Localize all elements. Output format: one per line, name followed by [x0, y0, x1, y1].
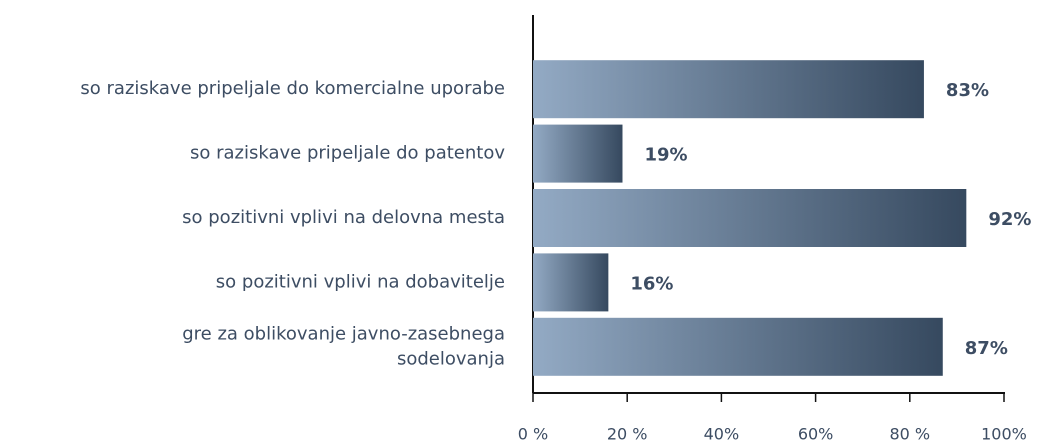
x-tick-label: 80 % [889, 425, 930, 444]
x-tick-label: 40% [704, 425, 740, 444]
x-tick-label: 20 % [607, 425, 648, 444]
bar [533, 124, 623, 183]
x-tick-label: 100% [981, 425, 1027, 444]
bar [533, 189, 967, 247]
category-label: so raziskave pripeljale do patentov [190, 143, 505, 164]
category-label: so pozitivni vplivi na dobavitelje [216, 271, 505, 292]
category-label: so raziskave pripeljale do komercialne u… [80, 78, 505, 99]
value-label: 83% [946, 80, 989, 101]
bar [533, 253, 609, 312]
x-tick-label: 60% [798, 425, 834, 444]
bar [533, 60, 924, 119]
category-label: gre za oblikovanje javno-zasebnega sodelo… [182, 323, 505, 369]
value-label: 87% [965, 338, 1008, 359]
bar [533, 317, 943, 376]
value-label: 92% [988, 209, 1031, 230]
category-label: so pozitivni vplivi na delovna mesta [182, 207, 505, 228]
value-label: 19% [644, 145, 687, 166]
x-tick-label: 0 % [518, 425, 548, 444]
value-label: 16% [630, 273, 673, 294]
